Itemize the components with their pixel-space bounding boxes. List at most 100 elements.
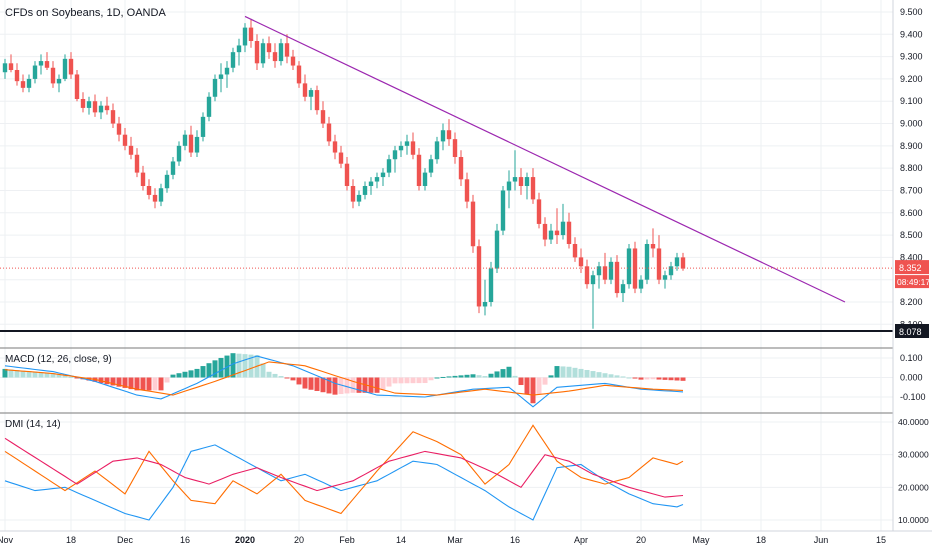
candle[interactable]: [398, 141, 404, 157]
candle[interactable]: [38, 54, 44, 75]
candle[interactable]: [506, 170, 512, 209]
candle[interactable]: [212, 74, 218, 102]
candle[interactable]: [326, 116, 332, 146]
candle[interactable]: [368, 177, 374, 195]
candle[interactable]: [302, 74, 308, 102]
candle[interactable]: [638, 275, 644, 294]
candle[interactable]: [92, 94, 98, 117]
candle[interactable]: [530, 168, 536, 204]
candle[interactable]: [248, 18, 254, 48]
candle[interactable]: [464, 172, 470, 209]
candle[interactable]: [518, 168, 524, 195]
candle[interactable]: [308, 87, 314, 111]
candle[interactable]: [470, 194, 476, 253]
candle[interactable]: [386, 154, 392, 178]
candle[interactable]: [620, 279, 626, 302]
candle[interactable]: [422, 168, 428, 191]
candle[interactable]: [2, 58, 8, 79]
candle[interactable]: [566, 212, 572, 249]
candle[interactable]: [32, 61, 38, 84]
candle[interactable]: [554, 208, 560, 244]
candle[interactable]: [68, 52, 74, 79]
signal-line[interactable]: [4, 361, 684, 396]
candle[interactable]: [176, 141, 182, 166]
candle[interactable]: [350, 179, 356, 209]
candle[interactable]: [146, 179, 152, 200]
candle[interactable]: [230, 47, 236, 73]
candle[interactable]: [446, 119, 452, 146]
di-minus-line[interactable]: [4, 424, 684, 515]
candle[interactable]: [650, 228, 656, 258]
candle[interactable]: [404, 134, 410, 155]
candle[interactable]: [20, 74, 26, 93]
candle[interactable]: [410, 132, 416, 160]
candle[interactable]: [440, 123, 446, 151]
candle[interactable]: [356, 190, 362, 207]
candle[interactable]: [200, 112, 206, 142]
candle[interactable]: [260, 38, 266, 68]
candle[interactable]: [272, 43, 278, 68]
candle[interactable]: [284, 34, 290, 64]
candle[interactable]: [392, 145, 398, 173]
candle[interactable]: [104, 96, 110, 115]
candle[interactable]: [548, 223, 554, 244]
candle[interactable]: [362, 181, 368, 200]
candle[interactable]: [152, 188, 158, 209]
candle[interactable]: [602, 252, 608, 285]
candle[interactable]: [416, 148, 422, 191]
candle[interactable]: [128, 136, 134, 160]
candle[interactable]: [428, 154, 434, 178]
candle[interactable]: [62, 54, 68, 82]
candle[interactable]: [14, 63, 20, 86]
candle[interactable]: [536, 192, 542, 229]
candle[interactable]: [164, 170, 170, 193]
candle[interactable]: [320, 101, 326, 128]
candle[interactable]: [188, 125, 194, 157]
candle[interactable]: [578, 248, 584, 273]
candle[interactable]: [242, 23, 248, 53]
adx-line[interactable]: [4, 437, 684, 498]
candle[interactable]: [674, 252, 680, 271]
candle[interactable]: [662, 270, 668, 289]
candle[interactable]: [608, 257, 614, 285]
candle[interactable]: [614, 255, 620, 298]
candle[interactable]: [344, 157, 350, 191]
candle[interactable]: [278, 38, 284, 66]
candle[interactable]: [644, 239, 650, 285]
dmi-pane[interactable]: [4, 424, 684, 521]
candle[interactable]: [8, 54, 14, 73]
macd-line[interactable]: [4, 355, 684, 408]
candle[interactable]: [140, 165, 146, 191]
candle[interactable]: [98, 101, 104, 120]
candle[interactable]: [314, 85, 320, 115]
candle[interactable]: [500, 186, 506, 236]
candle[interactable]: [182, 130, 188, 151]
price-pane[interactable]: [0, 15, 893, 332]
candle[interactable]: [290, 49, 296, 70]
candle[interactable]: [194, 130, 200, 157]
candle[interactable]: [236, 38, 242, 66]
candle[interactable]: [560, 203, 566, 240]
candle[interactable]: [206, 92, 212, 122]
candle[interactable]: [590, 270, 596, 329]
candle[interactable]: [374, 172, 380, 189]
candle[interactable]: [86, 96, 92, 115]
candle[interactable]: [596, 261, 602, 289]
candle[interactable]: [110, 103, 116, 128]
candle[interactable]: [134, 148, 140, 178]
candle[interactable]: [512, 150, 518, 191]
candle[interactable]: [656, 235, 662, 285]
candle[interactable]: [584, 259, 590, 289]
candle[interactable]: [476, 239, 482, 314]
candle[interactable]: [338, 145, 344, 169]
candle[interactable]: [116, 116, 122, 142]
candle[interactable]: [632, 241, 638, 294]
candle[interactable]: [524, 172, 530, 200]
candle[interactable]: [170, 157, 176, 180]
candle[interactable]: [50, 61, 56, 88]
candle[interactable]: [224, 61, 230, 88]
candle[interactable]: [44, 52, 50, 70]
candle[interactable]: [218, 63, 224, 93]
candle[interactable]: [158, 183, 164, 207]
candle[interactable]: [80, 92, 86, 113]
